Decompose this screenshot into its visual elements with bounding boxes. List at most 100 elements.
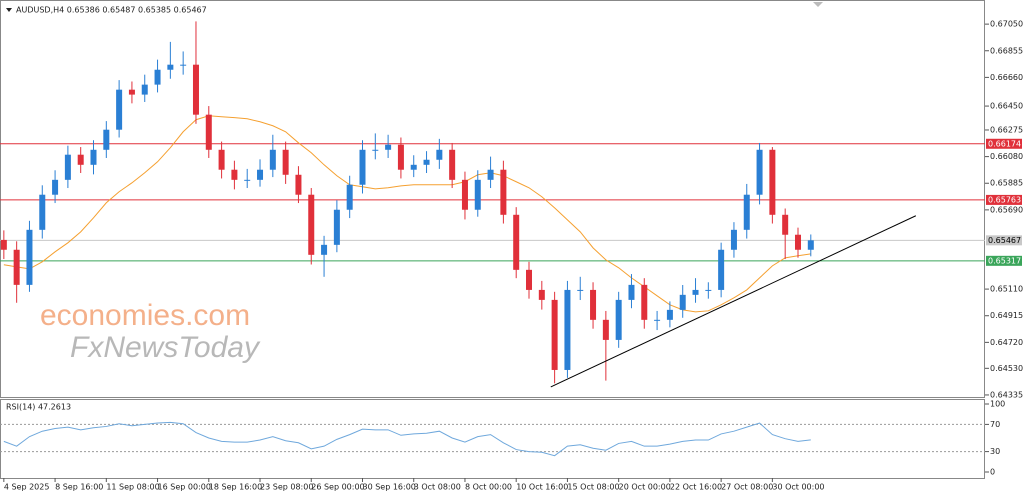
level-tag: [986, 235, 1022, 246]
candle-body: [461, 179, 468, 210]
candle-body: [449, 149, 456, 180]
candle-body: [26, 229, 33, 285]
y-tick-label: 0.65110: [990, 285, 1023, 294]
candle-body: [769, 149, 776, 215]
candle-body: [410, 164, 417, 170]
candle-body: [526, 269, 533, 290]
y-tick-label: 0.66080: [990, 152, 1023, 161]
main-pane: [0, 0, 985, 398]
candle-body: [257, 169, 264, 180]
watermark: economies.com: [40, 299, 250, 332]
rsi-line: [3, 421, 811, 457]
candle-body: [654, 319, 661, 321]
candle-body: [269, 149, 276, 170]
candle-body: [282, 149, 289, 175]
candle-body: [333, 209, 340, 245]
candle-body: [577, 289, 584, 291]
candle-body: [77, 154, 84, 165]
rsi-pane: [0, 399, 985, 479]
x-tick-label: 30 Oct 00:00: [772, 483, 824, 492]
menu-arrow[interactable]: [6, 8, 12, 12]
candle-body: [628, 284, 635, 300]
candle-body: [679, 294, 686, 310]
level-label: 0.65317: [988, 256, 1021, 265]
level-tag: [986, 138, 1022, 149]
candle-body: [244, 179, 251, 181]
y-tick-label: 0.65690: [990, 205, 1023, 214]
x-tick-label: 8 Oct 00:00: [465, 483, 512, 492]
candle-body: [90, 149, 97, 165]
y-tick-label: 0.67050: [990, 20, 1023, 29]
chart-title: AUDUSD,H4 0.65386 0.65487 0.65385 0.6546…: [16, 6, 207, 15]
x-tick-label: 11 Sep 08:00: [106, 483, 159, 492]
y-tick-label: 0.64915: [990, 311, 1023, 320]
candle-body: [103, 129, 110, 150]
candle-body: [52, 179, 59, 195]
x-tick-label: 8 Sep 16:00: [55, 483, 103, 492]
candle-body: [730, 229, 737, 250]
level-label: 0.66174: [988, 139, 1021, 148]
candle-body: [718, 249, 725, 290]
level-label: 0.65467: [988, 236, 1021, 245]
y-tick-label: 0.66660: [990, 73, 1023, 82]
candle-body: [641, 284, 648, 320]
y-tick-label: 0.64720: [990, 338, 1023, 347]
candle-body: [538, 289, 545, 300]
candle-body: [346, 184, 353, 210]
x-tick-label: 10 Oct 16:00: [516, 483, 568, 492]
candle-body: [705, 289, 712, 291]
rsi-title: RSI(14) 47.2613: [6, 403, 71, 412]
y-tick-label: 100: [990, 400, 1005, 409]
candle-body: [615, 299, 622, 340]
candle-body: [564, 289, 571, 370]
candle-body: [192, 64, 199, 115]
candle-body: [231, 169, 238, 180]
x-tick-label: 23 Sep 08:00: [260, 483, 313, 492]
shift-marker: [813, 2, 823, 7]
y-tick-label: 0.65885: [990, 179, 1023, 188]
candle-body: [590, 289, 597, 320]
level-tag: [986, 194, 1022, 205]
candle-body: [602, 319, 609, 340]
candle-body: [218, 149, 225, 170]
x-tick-label: 18 Sep 16:00: [209, 483, 262, 492]
candle-body: [500, 169, 507, 215]
candle-body: [308, 194, 315, 255]
candle-body: [0, 239, 7, 250]
candle-body: [397, 144, 404, 170]
candle-body: [116, 89, 123, 130]
candle-body: [807, 240, 814, 250]
x-tick-label: 4 Sep 2025: [4, 483, 50, 492]
y-tick-label: 0.66450: [990, 102, 1023, 111]
candle-body: [756, 149, 763, 195]
x-tick-label: 27 Oct 08:00: [721, 483, 773, 492]
candle-body: [205, 114, 212, 150]
candle-body: [154, 69, 161, 85]
trendline: [550, 215, 917, 388]
candle-body: [141, 84, 148, 95]
candle-body: [372, 149, 379, 151]
y-tick-label: 0.64335: [990, 390, 1023, 399]
candle-body: [487, 169, 494, 180]
x-tick-label: 30 Sep 16:00: [362, 483, 415, 492]
y-tick-label: 30: [990, 447, 1000, 456]
x-tick-label: 22 Oct 16:00: [670, 483, 722, 492]
candle-body: [385, 144, 392, 150]
level-label: 0.65763: [988, 195, 1021, 204]
x-tick-label: 16 Sep 00:00: [158, 483, 211, 492]
candle-body: [551, 299, 558, 370]
candle-body: [782, 214, 789, 235]
candle-body: [13, 249, 20, 285]
candle-body: [474, 179, 481, 210]
watermark: FxNewsToday: [70, 331, 261, 364]
candle-body: [359, 149, 366, 185]
candle-body: [167, 64, 174, 70]
candle-body: [39, 194, 46, 230]
y-tick-label: 0.66855: [990, 46, 1023, 55]
candle-body: [794, 234, 801, 250]
candle-body: [321, 244, 328, 255]
candle-body: [128, 89, 135, 95]
x-tick-label: 20 Oct 00:00: [619, 483, 671, 492]
